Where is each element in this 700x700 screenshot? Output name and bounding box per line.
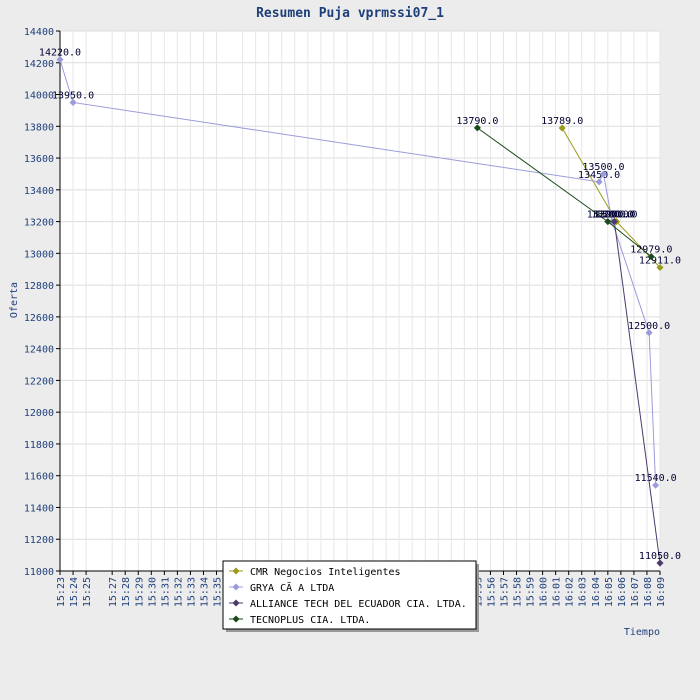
x-tick-label: 15:34: [199, 577, 210, 607]
legend-entry: GRYA CÃ A LTDA: [250, 581, 334, 594]
grid-lines: [59, 30, 661, 571]
data-label: 13200.0: [587, 210, 629, 221]
x-tick-label: 15:29: [134, 577, 145, 607]
data-label: 13200.0: [591, 210, 633, 221]
y-tick-label: 13000: [24, 249, 54, 260]
series-4: 13790.0 13200.0 12979.0: [456, 116, 672, 261]
data-point: [647, 253, 655, 261]
x-tick-label: 15:28: [121, 577, 132, 607]
series-3: 13200.0 11050.0: [593, 210, 681, 567]
data-point: [473, 124, 481, 132]
data-point: [595, 178, 603, 186]
x-axis-label: Tiempo: [624, 627, 660, 638]
x-tick-label: 15:35: [213, 577, 224, 607]
legend-box: [222, 560, 477, 630]
data-label: 13450.0: [578, 170, 620, 181]
legend-marker: [232, 583, 240, 591]
data-label: 11540.0: [635, 473, 677, 484]
y-tick-label: 11600: [24, 472, 54, 483]
data-point: [69, 98, 77, 107]
y-tick-label: 14400: [24, 27, 54, 38]
y-tick-label: 14000: [24, 91, 54, 102]
series-line: [613, 221, 661, 564]
legend-entry: ALLIANCE TECH DEL ECUADOR CIA. LTDA.: [250, 599, 467, 610]
x-tick-label: 16:05: [604, 577, 615, 607]
y-tick-label: 11400: [24, 503, 54, 514]
y-tick-label: 14200: [24, 59, 54, 70]
y-axis-ticks: 11000 11200 11400 11600 11800 12000 12200 12400…: [24, 27, 60, 578]
x-tick-label: 16:04: [591, 577, 602, 607]
legend-entry: CMR Negocios Inteligentes: [250, 567, 401, 578]
x-tick-label: 15:27: [108, 577, 119, 607]
x-tick-label: 16:09: [656, 577, 667, 607]
x-tick-label: 15:25: [82, 577, 93, 607]
x-tick-label: 16:07: [630, 577, 641, 607]
x-tick-label: 15:56: [486, 577, 497, 607]
x-tick-label: 16:03: [578, 577, 589, 607]
legend: CMR Negocios Inteligentes GRYA CÃ A LTDA A…: [222, 560, 479, 632]
x-tick-label: 15:24: [69, 577, 80, 607]
y-tick-label: 12200: [24, 376, 54, 387]
data-label: 13950.0: [52, 90, 94, 101]
data-label: 13500.0: [582, 162, 624, 173]
legend-entry: TECNOPLUS CIA. LTDA.: [250, 615, 370, 626]
x-tick-label: 15:30: [147, 577, 158, 607]
data-point: [604, 218, 612, 226]
y-tick-label: 11800: [24, 440, 54, 451]
x-tick-label: 16:00: [539, 577, 550, 607]
y-tick-label: 13800: [24, 122, 54, 133]
data-point: [656, 263, 664, 272]
y-tick-label: 12400: [24, 345, 54, 356]
data-point: [558, 124, 566, 132]
data-label: 14220.0: [39, 48, 81, 59]
y-tick-label: 12800: [24, 281, 54, 292]
data-label: 13200.0: [593, 210, 635, 221]
chart-title: Resumen Puja vprmssi07_1: [256, 6, 444, 21]
legend-marker: [232, 615, 240, 623]
legend-marker: [232, 599, 240, 607]
data-point: [610, 218, 618, 226]
y-tick-label: 13400: [24, 186, 54, 197]
x-tick-label: 16:08: [643, 577, 654, 607]
data-label: 13200.0: [595, 210, 637, 221]
x-tick-label: 15:59: [526, 577, 537, 607]
series-group: 13789.0 13200.0 12911.0 14220.0 13950.0 13450…: [39, 48, 681, 567]
data-label: 11050.0: [639, 551, 681, 562]
x-tick-label: 15:33: [186, 577, 197, 607]
y-axis-label: Oferta: [9, 282, 20, 318]
data-point: [652, 481, 660, 489]
x-tick-label: 16:06: [617, 577, 628, 607]
y-tick-label: 13600: [24, 154, 54, 165]
y-tick-label: 11200: [24, 535, 54, 546]
data-label: 13789.0: [541, 116, 583, 127]
plot-area: [60, 31, 660, 571]
y-tick-label: 12000: [24, 408, 54, 419]
y-tick-label: 13200: [24, 218, 54, 229]
data-label: 12911.0: [639, 255, 681, 266]
y-tick-label: 11000: [24, 567, 54, 578]
x-tick-label: 16:02: [565, 577, 576, 607]
x-tick-label: 15:58: [513, 577, 524, 607]
y-tick-label: 12600: [24, 313, 54, 324]
x-tick-label: 15:57: [499, 577, 510, 607]
x-tick-label: 15:23: [56, 577, 67, 607]
data-label: 13790.0: [456, 116, 498, 127]
data-label: 12979.0: [630, 245, 672, 256]
legend-marker: [232, 567, 240, 575]
data-point: [645, 329, 653, 337]
x-tick-label: 16:01: [552, 577, 563, 607]
x-tick-label: 15:32: [173, 577, 184, 607]
x-tick-label: 15:31: [160, 577, 171, 607]
data-point: [656, 559, 664, 567]
data-label: 12500.0: [628, 321, 670, 332]
data-point: [599, 170, 608, 178]
